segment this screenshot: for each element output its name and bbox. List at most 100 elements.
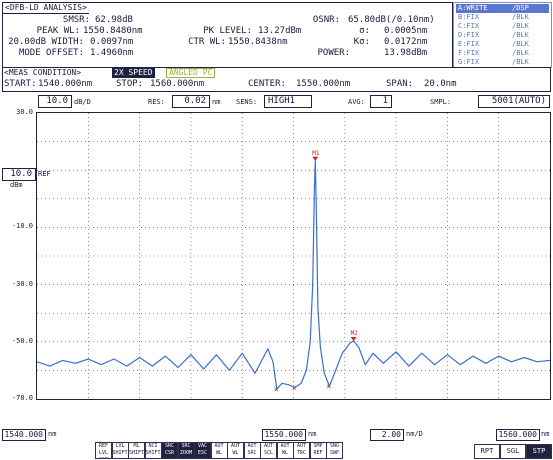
trace-name: G:FIX bbox=[458, 58, 480, 66]
center-label: CENTER: bbox=[248, 79, 286, 89]
peak-wl-value: 1550.8480nm bbox=[83, 26, 143, 36]
x-div-field[interactable]: 2.00 bbox=[370, 429, 404, 441]
x-stop-value: 1560.000 bbox=[498, 430, 537, 439]
x-start-value: 1540.000 bbox=[4, 430, 43, 439]
x-div-unit: nm/D bbox=[406, 430, 423, 438]
search-point-mark: × bbox=[292, 384, 297, 393]
span-value: 20.0nm bbox=[424, 79, 457, 89]
soft-key[interactable]: SMP REF bbox=[309, 442, 327, 459]
width-value: 0.0097nm bbox=[90, 37, 134, 47]
peak-wl-label: PEAK WL: bbox=[36, 26, 80, 36]
marker-label: M1 bbox=[312, 150, 320, 157]
angled-pc-tag: ANGLED PC bbox=[166, 68, 216, 78]
ref-label: REF bbox=[38, 170, 51, 178]
res-field[interactable]: 0.02 bbox=[172, 95, 210, 108]
spectrum-graph[interactable]: M1 M2 × × × bbox=[36, 112, 551, 400]
speed-tag: 2X SPEED bbox=[112, 68, 155, 78]
soft-key[interactable]: LVL SHIFT bbox=[111, 442, 129, 459]
sens-field[interactable]: HIGH1 bbox=[264, 95, 312, 108]
res-label: RES: bbox=[148, 98, 165, 106]
trace-row[interactable]: E:FIX/BLK bbox=[456, 40, 549, 49]
avg-label: AVG: bbox=[348, 98, 365, 106]
y-tick-label: -10.0 bbox=[11, 222, 33, 231]
marker-triangle bbox=[312, 156, 319, 161]
meas-condition-box bbox=[2, 67, 551, 92]
y-tick-label: -70.0 bbox=[11, 394, 33, 402]
y-tick-label: 30.0 bbox=[16, 108, 33, 116]
soft-key[interactable]: AUT SRC bbox=[243, 442, 261, 459]
soft-key[interactable]: AUT WL bbox=[276, 442, 294, 459]
trace-state: /BLK bbox=[512, 22, 529, 30]
meas-condition-label: <MEAS CONDITION> bbox=[4, 68, 82, 77]
start-value: 1540.000nm bbox=[38, 79, 93, 89]
search-point-mark: × bbox=[274, 385, 279, 394]
sens-label: SENS: bbox=[236, 98, 258, 106]
trace-name: A:WRITE bbox=[458, 4, 488, 12]
soft-key[interactable]: ML SHIFT bbox=[128, 442, 145, 459]
trace-state: /BLK bbox=[512, 58, 529, 66]
analysis-title: <DFB-LD ANALYSIS> bbox=[3, 3, 89, 14]
soft-key[interactable]: SNG SWP bbox=[326, 442, 343, 459]
x-stop-unit: nm bbox=[541, 430, 550, 438]
soft-key[interactable]: AUT TRC bbox=[293, 442, 310, 459]
trace-name: F:FIX bbox=[458, 49, 480, 57]
k-value: 0.0172nm bbox=[384, 37, 428, 47]
soft-key[interactable]: NCI SHIFT bbox=[144, 442, 162, 459]
trace-row[interactable]: G:FIX/BLK bbox=[456, 58, 549, 67]
ref-unit: dBm bbox=[10, 181, 23, 189]
x-center-unit: nm bbox=[308, 430, 317, 438]
x-start-field[interactable]: 1540.000 bbox=[2, 429, 46, 441]
trace-row[interactable]: A:WRITE/DSP bbox=[456, 4, 549, 13]
trace-row[interactable]: B:FIX/BLK bbox=[456, 13, 549, 22]
sigma-label: σ: bbox=[359, 26, 370, 36]
trace-row[interactable]: D:FIX/BLK bbox=[456, 31, 549, 40]
soft-key[interactable]: REF LVL CSR bbox=[95, 442, 112, 459]
sweep-sgl-button[interactable]: SGL bbox=[500, 444, 526, 459]
pk-level-label: PK LEVEL: bbox=[203, 26, 252, 36]
res-value: 0.02 bbox=[184, 96, 206, 106]
trace-state: /BLK bbox=[512, 13, 529, 21]
soft-key[interactable]: VAC ESC bbox=[194, 442, 211, 459]
soft-key[interactable]: SRC CSR bbox=[161, 442, 178, 459]
mode-offset-label: MODE OFFSET: bbox=[18, 48, 84, 58]
spectrum-plot: M1 M2 × × × bbox=[37, 113, 550, 399]
mode-offset-value: 1.4960nm bbox=[90, 48, 134, 58]
marker-label: M2 bbox=[351, 330, 359, 337]
trace-row[interactable]: F:FIX/BLK bbox=[456, 49, 549, 58]
trace-name: E:FIX bbox=[458, 40, 480, 48]
stop-label: STOP: bbox=[116, 79, 144, 89]
power-label: POWER: bbox=[317, 48, 350, 58]
width-label: 20.00dB WIDTH: bbox=[8, 37, 84, 47]
sweep-stp-button[interactable]: STP bbox=[526, 444, 552, 459]
soft-key[interactable]: SRC ZOOM bbox=[177, 442, 195, 459]
scale-unit: dB/D bbox=[74, 98, 91, 106]
sigma-value: 0.0005nm bbox=[384, 26, 428, 36]
res-unit: nm bbox=[212, 98, 221, 106]
trace-state: /BLK bbox=[512, 31, 529, 39]
ref-level-field[interactable]: 10.0 bbox=[2, 168, 36, 181]
trace-state: /DSP bbox=[512, 4, 529, 12]
x-center-value: 1550.000 bbox=[264, 430, 303, 439]
soft-key[interactable]: AUT SCL bbox=[260, 442, 277, 459]
x-center-field[interactable]: 1550.000 bbox=[262, 429, 306, 441]
center-value: 1550.000nm bbox=[296, 79, 351, 89]
x-stop-field[interactable]: 1560.000 bbox=[496, 429, 540, 441]
trace-row[interactable]: C:FIX/BLK bbox=[456, 22, 549, 31]
marker-triangle bbox=[350, 336, 357, 341]
stop-value: 1560.000nm bbox=[150, 79, 205, 89]
trace-state: /BLK bbox=[512, 49, 529, 57]
sens-value: HIGH1 bbox=[268, 96, 296, 106]
scale-value: 10.0 bbox=[46, 96, 68, 106]
scale-field[interactable]: 10.0 bbox=[38, 95, 72, 108]
smpl-field[interactable]: 5001(AUTO) bbox=[478, 95, 550, 108]
power-value: 13.98dBm bbox=[384, 48, 428, 58]
search-point-mark: × bbox=[326, 382, 331, 391]
spectrum-trace bbox=[37, 160, 550, 390]
x-start-unit: nm bbox=[48, 430, 57, 438]
y-tick-label: -30.0 bbox=[11, 279, 33, 288]
soft-key[interactable]: AUT WL bbox=[210, 442, 228, 459]
soft-key[interactable]: AUT WL bbox=[227, 442, 244, 459]
avg-field[interactable]: 1 bbox=[370, 95, 392, 108]
trace-name: C:FIX bbox=[458, 22, 480, 30]
sweep-rpt-button[interactable]: RPT bbox=[474, 444, 500, 459]
